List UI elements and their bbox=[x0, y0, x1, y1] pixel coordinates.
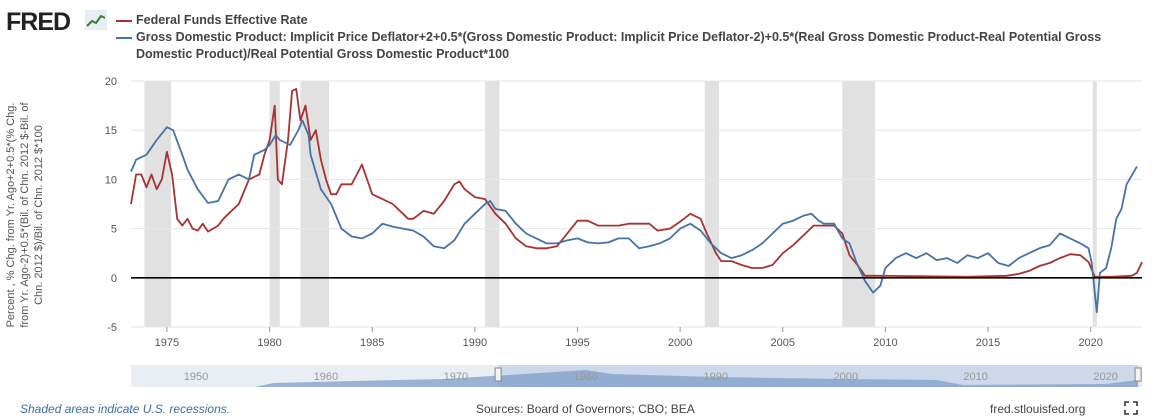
legend-swatch-blue bbox=[116, 37, 132, 39]
chart-canvas[interactable]: -5 0 5 10 15 20 1975 1980 1985 1990 1995 2000 2005 20… bbox=[0, 0, 1155, 395]
y-tick-label: 10 bbox=[105, 174, 117, 186]
legend-label-gdp-rule: Gross Domestic Product: Implicit Price D… bbox=[136, 30, 1102, 61]
x-tick-label: 2005 bbox=[771, 337, 795, 349]
navigator-label: 1990 bbox=[704, 371, 728, 383]
legend-label-fed-funds: Federal Funds Effective Rate bbox=[136, 13, 308, 27]
x-tick-label: 1985 bbox=[360, 337, 384, 349]
recession-band-6 bbox=[1092, 81, 1097, 327]
y-tick-label: -5 bbox=[107, 322, 117, 334]
navigator-label: 1980 bbox=[574, 371, 598, 383]
legend-swatch-red bbox=[116, 20, 132, 22]
navigator-label: 2000 bbox=[833, 371, 857, 383]
site-link[interactable]: fred.stlouisfed.org bbox=[990, 402, 1086, 416]
x-tick-label: 1980 bbox=[257, 337, 281, 349]
navigator-handle-left[interactable] bbox=[494, 367, 502, 382]
chart-logo-icon bbox=[85, 10, 107, 30]
navigator-label: 1970 bbox=[444, 371, 468, 383]
x-tick-label: 2015 bbox=[976, 337, 1000, 349]
fred-logo[interactable]: FRED bbox=[6, 8, 71, 36]
recession-band-2 bbox=[300, 81, 330, 327]
navigator-overview bbox=[254, 370, 1139, 387]
chart-legend: Federal Funds Effective Rate Gross Domes… bbox=[116, 12, 1116, 63]
x-tick-label: 2010 bbox=[873, 337, 897, 349]
navigator-label: 2010 bbox=[963, 371, 987, 383]
x-tick-label: 1975 bbox=[155, 337, 179, 349]
recession-band-5 bbox=[842, 81, 876, 327]
y-tick-label: 0 bbox=[111, 273, 117, 285]
navigator-label: 2020 bbox=[1093, 371, 1117, 383]
recession-note: Shaded areas indicate U.S. recessions. bbox=[20, 402, 231, 416]
recession-band-0 bbox=[144, 81, 172, 327]
recession-band-4 bbox=[704, 81, 720, 327]
y-tick-label: 15 bbox=[105, 125, 117, 137]
series-line-1 bbox=[130, 119, 1138, 314]
x-tick-label: 2020 bbox=[1078, 337, 1102, 349]
x-tick-label: 1990 bbox=[463, 337, 487, 349]
y-tick-label: 5 bbox=[111, 224, 117, 236]
legend-item-gdp-rule[interactable]: Gross Domestic Product: Implicit Price D… bbox=[116, 29, 1116, 63]
sources-text: Sources: Board of Governors; CBO; BEA bbox=[476, 402, 695, 416]
x-tick-label: 1995 bbox=[565, 337, 589, 349]
fullscreen-icon[interactable] bbox=[1124, 401, 1138, 415]
navigator-handle-right[interactable] bbox=[1134, 367, 1142, 382]
y-tick-label: 20 bbox=[105, 76, 117, 88]
x-tick-label: 2000 bbox=[668, 337, 692, 349]
navigator-label: 1950 bbox=[184, 371, 208, 383]
series-line-0 bbox=[130, 88, 1143, 278]
recession-band-1 bbox=[269, 81, 280, 327]
legend-item-fed-funds[interactable]: Federal Funds Effective Rate bbox=[116, 12, 1116, 29]
navigator-label: 1960 bbox=[314, 371, 338, 383]
